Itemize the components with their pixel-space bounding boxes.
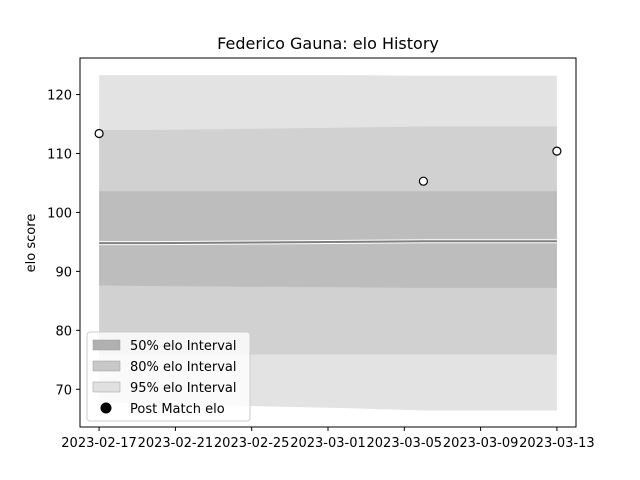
post-match-point <box>94 128 104 139</box>
x-axis: 2023-02-17 2023-02-21 2023-02-25 2023-03-01… <box>61 427 595 451</box>
legend-label: 95% elo Interval <box>130 381 237 396</box>
post-match-point <box>418 176 428 186</box>
mean-line-group <box>99 239 557 246</box>
x-tick-label: 2023-03-09 <box>443 436 519 451</box>
x-tick-label: 2023-02-25 <box>214 436 290 451</box>
legend: 50% elo Interval 80% elo Interval 95% elo … <box>86 331 251 422</box>
x-tick-label: 2023-02-21 <box>138 436 214 451</box>
post-match-points <box>94 128 562 186</box>
x-tick-label: 2023-03-05 <box>367 436 443 451</box>
x-tick-label: 2023-03-01 <box>290 436 366 451</box>
y-tick-label: 120 <box>47 89 72 104</box>
interval-band-50 <box>99 191 557 288</box>
legend-label: 80% elo Interval <box>130 360 237 375</box>
x-tick-label: 2023-03-13 <box>519 436 595 451</box>
post-match-point <box>552 146 562 156</box>
y-tick-label: 100 <box>47 206 72 221</box>
legend-label: 50% elo Interval <box>130 339 237 354</box>
mean-line <box>99 240 557 245</box>
chart-title: Federico Gauna: elo History <box>217 34 439 53</box>
y-axis-label: elo score <box>24 214 39 273</box>
x-tick-label: 2023-02-17 <box>61 436 137 451</box>
legend-swatch <box>92 360 121 372</box>
legend-swatch <box>92 381 121 393</box>
y-tick-label: 70 <box>55 383 72 398</box>
legend-marker <box>100 402 112 414</box>
y-tick-label: 80 <box>55 324 72 339</box>
y-tick-label: 90 <box>55 265 72 280</box>
legend-swatch <box>92 339 121 351</box>
y-tick-label: 110 <box>47 147 72 162</box>
legend-box <box>86 331 251 422</box>
y-axis: 70 80 90 100 110 120 <box>47 89 80 398</box>
legend-label: Post Match elo <box>130 402 225 417</box>
